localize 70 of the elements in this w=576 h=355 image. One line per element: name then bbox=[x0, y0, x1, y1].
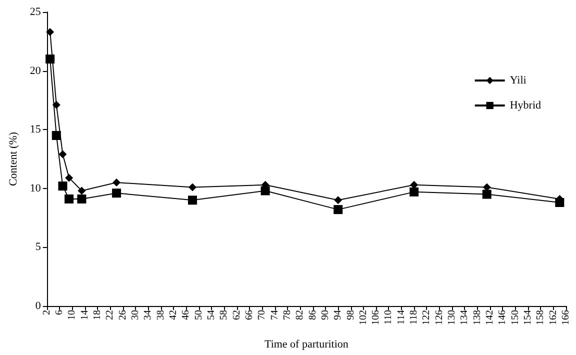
x-tick-label: 30 bbox=[130, 310, 142, 320]
x-tick-label: 10 bbox=[66, 310, 78, 320]
point bbox=[77, 194, 86, 204]
point bbox=[188, 196, 197, 205]
y-tick-label: 5 bbox=[35, 241, 42, 254]
x-tick-label: 2 bbox=[41, 310, 52, 315]
x-tick-label: 62 bbox=[231, 310, 242, 320]
x-tick-label: 102 bbox=[358, 310, 369, 325]
legend-label: Hybrid bbox=[510, 100, 542, 112]
x-tick-label: 14 bbox=[79, 310, 90, 320]
x-tick-label: 110 bbox=[383, 310, 394, 325]
point bbox=[52, 100, 60, 109]
point bbox=[410, 187, 419, 196]
x-tick-label: 150 bbox=[510, 310, 521, 325]
x-tick-label: 130 bbox=[446, 310, 458, 325]
y-tick-label: 20 bbox=[30, 64, 42, 77]
point bbox=[112, 178, 121, 187]
x-tick-label: 82 bbox=[294, 310, 306, 320]
x-tick-label: 58 bbox=[218, 310, 230, 320]
x-tick-label: 42 bbox=[168, 310, 180, 320]
x-tick-label: 50 bbox=[193, 310, 204, 320]
x-tick-label: 162 bbox=[548, 310, 559, 325]
legend-label: Yili bbox=[510, 74, 526, 86]
x-tick-label: 158 bbox=[535, 310, 546, 325]
x-tick-label: 134 bbox=[459, 310, 470, 325]
point bbox=[188, 183, 196, 192]
x-tick-label: 54 bbox=[206, 310, 217, 320]
point bbox=[58, 182, 68, 191]
x-axis-title: Time of parturition bbox=[264, 338, 349, 350]
x-tick-label: 94 bbox=[332, 310, 344, 320]
x-tick-label: 18 bbox=[92, 310, 104, 320]
y-tick-label: 0 bbox=[35, 300, 42, 312]
x-tick-label: 66 bbox=[244, 310, 255, 320]
x-tick-label: 106 bbox=[370, 310, 382, 325]
point bbox=[260, 186, 270, 196]
point bbox=[64, 194, 74, 204]
x-tick-label: 114 bbox=[396, 310, 407, 325]
point bbox=[58, 150, 67, 158]
x-tick-label: 6 bbox=[54, 310, 66, 315]
x-tick-label: 154 bbox=[522, 310, 534, 325]
point bbox=[46, 28, 54, 36]
x-tick-label: 78 bbox=[282, 310, 293, 320]
x-tick-label: 38 bbox=[155, 310, 166, 320]
x-tick-label: 118 bbox=[408, 310, 420, 325]
x-tick-label: 142 bbox=[484, 310, 496, 325]
y-tick-label: 25 bbox=[30, 6, 42, 18]
x-tick-label: 122 bbox=[421, 310, 432, 325]
point bbox=[52, 130, 61, 140]
x-tick-label: 90 bbox=[320, 310, 331, 320]
point bbox=[482, 190, 492, 199]
x-tick-label: 70 bbox=[256, 310, 268, 320]
point bbox=[112, 188, 122, 198]
x-tick-label: 126 bbox=[434, 310, 445, 325]
point bbox=[334, 196, 342, 204]
x-tick-label: 74 bbox=[269, 310, 280, 320]
x-tick-label: 166 bbox=[560, 310, 572, 325]
x-tick-label: 46 bbox=[180, 310, 192, 320]
y-tick-label: 15 bbox=[30, 124, 42, 136]
x-tick-label: 34 bbox=[142, 310, 154, 320]
y-tick-label: 10 bbox=[30, 182, 42, 194]
x-tick-label: 146 bbox=[497, 310, 508, 325]
y-axis-title: Content (%) bbox=[8, 132, 20, 186]
point bbox=[65, 174, 74, 182]
x-tick-label: 26 bbox=[117, 310, 128, 320]
point bbox=[334, 205, 343, 214]
x-tick-label: 22 bbox=[104, 310, 116, 320]
x-tick-label: 138 bbox=[472, 310, 483, 325]
point bbox=[78, 186, 86, 195]
x-tick-label: 86 bbox=[307, 310, 318, 320]
x-tick-label: 98 bbox=[345, 310, 356, 320]
